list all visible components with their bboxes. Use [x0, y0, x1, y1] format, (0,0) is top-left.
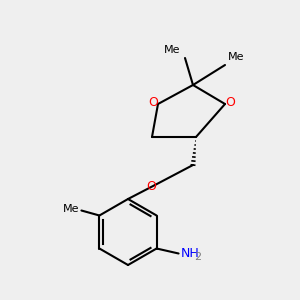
Text: 2: 2 — [195, 251, 202, 262]
Text: O: O — [225, 97, 235, 110]
Text: Me: Me — [63, 205, 80, 214]
Text: O: O — [146, 179, 156, 193]
Text: Me: Me — [164, 45, 180, 55]
Text: Me: Me — [228, 52, 244, 62]
Text: O: O — [148, 97, 158, 110]
Text: NH: NH — [181, 247, 199, 260]
